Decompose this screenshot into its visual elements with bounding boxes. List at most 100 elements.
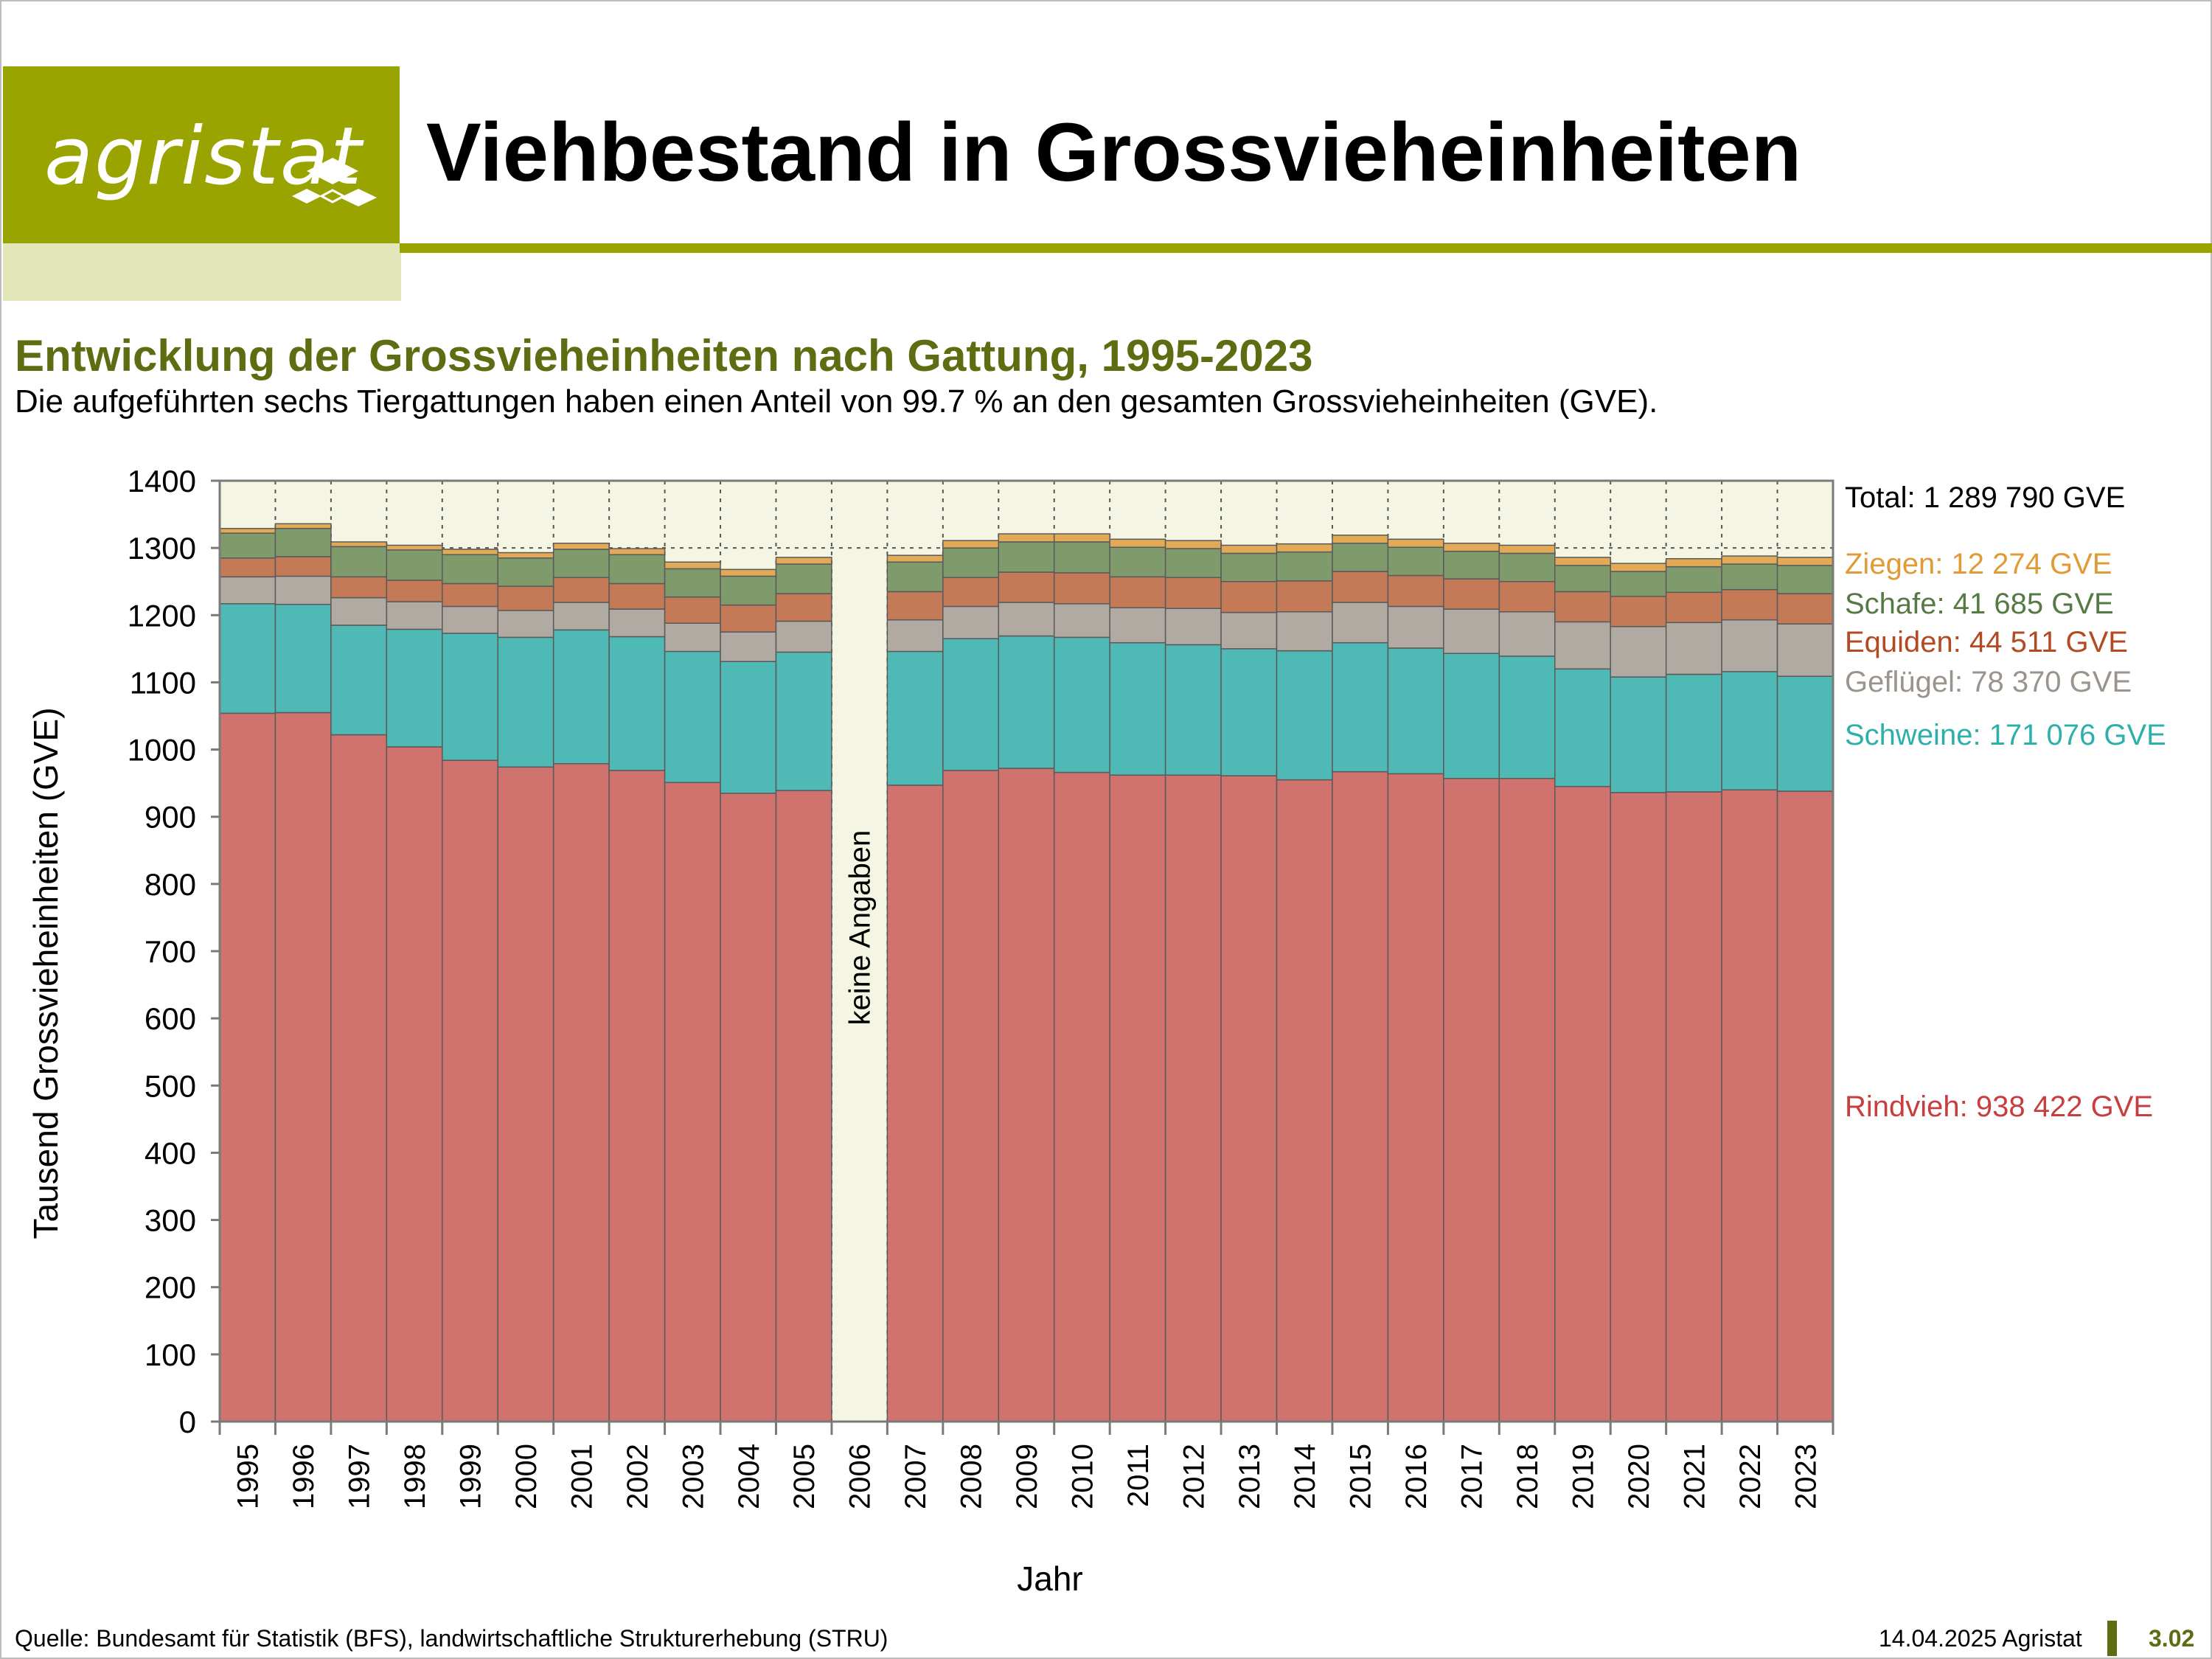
x-tick-label-2000: 2000 (510, 1444, 543, 1509)
bar-rindvieh-2016 (1387, 773, 1444, 1422)
bar-schweine-1995 (219, 603, 276, 714)
bar-rindvieh-1995 (219, 712, 276, 1422)
bar-gefluegel-2023 (1776, 623, 1834, 677)
bar-rindvieh-2001 (552, 762, 610, 1422)
bar-schweine-2009 (998, 635, 1055, 769)
bar-rindvieh-1998 (386, 746, 443, 1422)
bar-schweine-2023 (1776, 675, 1834, 792)
bar-ziegen-2023 (1776, 557, 1834, 566)
annotation-gefluegel: Geflügel: 78 370 GVE (1845, 666, 2132, 698)
bar-rindvieh-1997 (330, 734, 388, 1422)
bar-rindvieh-1999 (442, 759, 498, 1422)
bar-schafe-2004 (720, 575, 777, 606)
bar-ziegen-2017 (1443, 543, 1500, 552)
bar-schafe-2011 (1109, 546, 1166, 578)
annotation-total: Total: 1 289 790 GVE (1845, 481, 2125, 514)
bar-schafe-2005 (775, 563, 832, 594)
bar-equiden-2010 (1053, 572, 1110, 605)
bar-ziegen-2011 (1109, 538, 1166, 548)
bar-gefluegel-2012 (1164, 608, 1222, 646)
bar-gefluegel-2021 (1665, 622, 1722, 675)
x-tick-label-2009: 2009 (1011, 1444, 1043, 1509)
x-tick-label-2006: 2006 (844, 1444, 877, 1509)
bar-equiden-2005 (775, 593, 832, 622)
bar-schweine-2013 (1220, 648, 1278, 776)
bar-rindvieh-1996 (274, 712, 332, 1422)
bar-equiden-2000 (497, 585, 554, 611)
bar-schafe-1996 (274, 527, 332, 557)
logo-underline-strip (3, 243, 401, 301)
annotation-schafe: Schafe: 41 685 GVE (1845, 588, 2114, 620)
bar-schafe-2018 (1498, 552, 1556, 582)
bar-ziegen-2012 (1164, 540, 1222, 549)
bar-gefluegel-2019 (1554, 621, 1611, 669)
bar-equiden-2020 (1610, 596, 1667, 627)
bar-schafe-2014 (1276, 551, 1333, 582)
annotation-rindvieh: Rindvieh: 938 422 GVE (1845, 1091, 2153, 1123)
stacked-bar-chart: keine Angaben 0 100 200 300 400 500 600 700 800 90… (27, 464, 2166, 1598)
bar-gefluegel-2005 (775, 620, 832, 653)
x-tick-label-1995: 1995 (232, 1444, 265, 1509)
bar-equiden-1997 (330, 576, 388, 599)
bar-schafe-2016 (1387, 546, 1444, 577)
bar-rindvieh-2014 (1276, 779, 1333, 1422)
y-tick-label: 700 (145, 934, 196, 969)
y-tick-label: 1200 (128, 598, 196, 633)
bar-rindvieh-2002 (608, 770, 666, 1422)
bar-rindvieh-2012 (1164, 774, 1222, 1422)
bar-schweine-2000 (497, 636, 554, 768)
bar-schweine-1996 (274, 603, 332, 714)
bar-ziegen-2022 (1721, 555, 1778, 565)
bar-gefluegel-2010 (1053, 603, 1110, 639)
bar-schweine-2012 (1164, 644, 1222, 776)
bar-ziegen-2019 (1554, 557, 1611, 566)
bar-ziegen-2014 (1276, 543, 1333, 553)
x-tick-label-1999: 1999 (455, 1444, 487, 1509)
source-note: Quelle: Bundesamt für Statistik (BFS), l… (15, 1625, 888, 1652)
bar-gefluegel-2015 (1332, 602, 1389, 644)
bar-equiden-1995 (219, 557, 276, 578)
bar-schweine-2014 (1276, 650, 1333, 781)
bar-schafe-1999 (442, 554, 498, 585)
bar-schweine-2022 (1721, 671, 1778, 791)
no-data-label: keine Angaben (844, 830, 877, 1026)
bar-ziegen-1998 (386, 544, 443, 551)
bar-rindvieh-2008 (942, 770, 1000, 1422)
bar-equiden-2007 (886, 591, 944, 621)
bar-ziegen-2009 (998, 533, 1055, 543)
y-tick-label: 1000 (128, 733, 196, 768)
x-tick-label-2005: 2005 (788, 1444, 821, 1509)
bar-equiden-1996 (274, 556, 332, 577)
bar-schweine-2011 (1109, 641, 1166, 776)
bar-gefluegel-1999 (442, 605, 498, 634)
bar-rindvieh-2003 (664, 782, 721, 1422)
bar-ziegen-1999 (442, 549, 498, 556)
bar-gefluegel-2008 (942, 605, 1000, 639)
bar-rindvieh-2021 (1665, 791, 1722, 1422)
x-tick-label-2004: 2004 (733, 1444, 765, 1509)
x-tick-label-1997: 1997 (344, 1444, 376, 1509)
bar-schafe-2001 (552, 549, 610, 578)
bar-schweine-1997 (330, 625, 388, 736)
bar-equiden-2008 (942, 577, 1000, 608)
y-tick-label: 1300 (128, 531, 196, 566)
bar-gefluegel-2000 (497, 610, 554, 639)
bar-equiden-2009 (998, 571, 1055, 603)
bar-equiden-2015 (1332, 571, 1389, 603)
bar-schweine-1998 (386, 628, 443, 748)
x-tick-label-2008: 2008 (956, 1444, 988, 1509)
bar-rindvieh-2000 (497, 766, 554, 1422)
bar-equiden-2019 (1554, 591, 1611, 623)
bar-schweine-2017 (1443, 653, 1500, 779)
bar-rindvieh-2015 (1332, 771, 1389, 1422)
bar-equiden-2001 (552, 577, 610, 603)
bar-schweine-2003 (664, 650, 721, 783)
bar-schweine-2018 (1498, 655, 1556, 779)
bar-ziegen-2020 (1610, 563, 1667, 572)
x-tick-label-2022: 2022 (1734, 1444, 1767, 1509)
bar-ziegen-2001 (552, 543, 610, 550)
x-tick-label-2015: 2015 (1345, 1444, 1377, 1509)
x-tick-label-2012: 2012 (1178, 1444, 1210, 1509)
x-tick-label-2011: 2011 (1122, 1444, 1155, 1507)
